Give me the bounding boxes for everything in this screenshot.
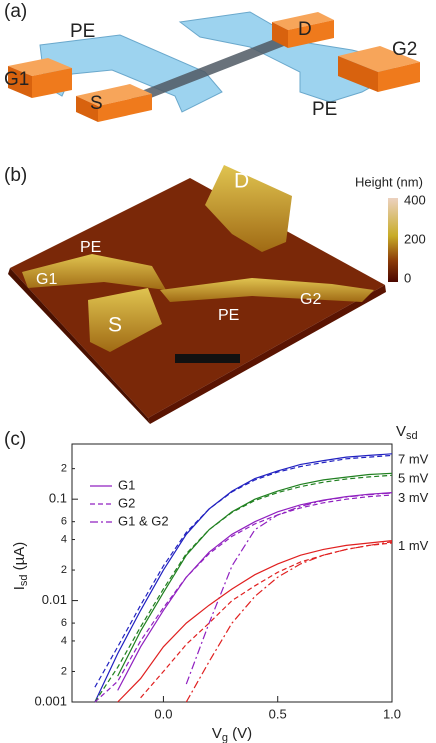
group-label: 5 mV <box>398 471 429 486</box>
curve <box>94 494 393 703</box>
group-label: 3 mV <box>398 490 429 505</box>
label: PE <box>70 21 95 42</box>
curve <box>117 540 393 703</box>
panel-b: (b) Height (nm) 400 200 0 D PE G1 S PE G… <box>4 165 426 424</box>
source-block <box>88 288 162 352</box>
y-tick-label: 2 <box>61 564 67 576</box>
y-tick-label: 2 <box>61 463 67 475</box>
label: G2 <box>300 291 321 308</box>
x-axis-label: Vg (V) <box>212 725 252 743</box>
plot-frame <box>71 443 393 703</box>
y-tick-label: 0.01 <box>42 592 67 607</box>
y-axis-label: Isd (µA) <box>11 542 30 591</box>
afm-edge <box>8 268 150 424</box>
electrode-g1 <box>8 58 72 98</box>
group-title: Vsd <box>396 423 418 442</box>
panel-label: (a) <box>4 1 27 22</box>
panel-c: (c) Isd (µA) Vg (V) Vsd 0.001 2 4 6 0.01 2 4 6 0… <box>4 423 429 743</box>
y-tick-label: 4 <box>61 533 67 545</box>
y-tick-label: 0.001 <box>34 693 67 708</box>
x-tick-label: 1.0 <box>383 706 401 721</box>
electrode-s <box>76 84 152 122</box>
colorbar-tick: 200 <box>404 231 426 246</box>
colorbar-title: Height (nm) <box>355 174 423 189</box>
scale-bar <box>175 354 240 363</box>
label: PE <box>312 99 337 120</box>
panel-label: (b) <box>4 165 27 186</box>
label: S <box>90 93 103 114</box>
pe-ridge <box>22 254 166 290</box>
label: D <box>298 19 312 40</box>
group-label: 1 mV <box>398 538 429 553</box>
label: G1 <box>36 271 57 288</box>
drain-block <box>205 165 292 252</box>
curve <box>185 541 393 703</box>
x-tick-label: 0.0 <box>154 706 172 721</box>
y-tick-label: 6 <box>61 617 67 629</box>
colorbar <box>388 198 398 282</box>
colorbar-tick: 400 <box>404 192 426 207</box>
y-tick-label: 4 <box>61 635 67 647</box>
group-label: 7 mV <box>398 451 429 466</box>
curve <box>94 454 393 688</box>
curve <box>185 492 393 685</box>
channel <box>130 31 298 105</box>
panel-label: (c) <box>4 429 26 450</box>
curve <box>117 472 393 677</box>
y-tick-label: 2 <box>61 665 67 677</box>
panel-a: (a) PE G1 S D G2 PE <box>4 1 420 122</box>
label: G1 <box>4 69 29 90</box>
label: PE <box>80 239 101 256</box>
pe-ridge <box>160 278 374 302</box>
y-tick-label: 0.1 <box>49 491 67 506</box>
colorbar-tick: 0 <box>404 270 411 285</box>
x-tick-label: 0.5 <box>269 706 287 721</box>
electrode-g2 <box>338 46 420 92</box>
label: D <box>234 170 249 193</box>
label: S <box>108 314 122 337</box>
curve <box>140 542 393 699</box>
y-tick-label: 6 <box>61 516 67 528</box>
curve <box>94 453 393 703</box>
electrode-d <box>272 12 334 48</box>
legend-label: G1 & G2 <box>118 513 169 528</box>
legend-label: G2 <box>118 495 135 510</box>
curve <box>94 474 393 703</box>
label: PE <box>218 307 239 324</box>
afm-edge <box>148 285 386 424</box>
legend-label: G1 <box>118 477 135 492</box>
label: G2 <box>392 39 417 60</box>
